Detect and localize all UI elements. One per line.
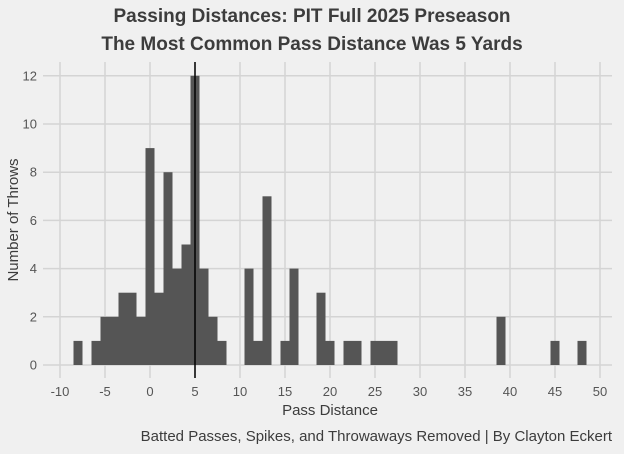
histogram-bar [136, 316, 146, 365]
histogram-bar [343, 340, 353, 365]
x-tick-label: 35 [458, 384, 472, 399]
histogram-bar [181, 244, 191, 365]
histogram-bar [91, 340, 101, 365]
histogram-bar [118, 292, 128, 365]
y-tick-label: 2 [30, 309, 37, 324]
x-tick-label: 10 [233, 384, 247, 399]
x-tick-label: 15 [278, 384, 292, 399]
histogram-bar [262, 196, 272, 365]
histogram-bar [577, 340, 587, 365]
histogram-bar [370, 340, 380, 365]
x-tick-label: -10 [51, 384, 70, 399]
histogram-bar [208, 316, 218, 365]
histogram-bar [172, 268, 182, 365]
histogram-bar [163, 172, 173, 365]
histogram-bar [496, 316, 506, 365]
chart-subtitle: The Most Common Pass Distance Was 5 Yard… [101, 34, 523, 55]
chart-caption: Batted Passes, Spikes, and Throwaways Re… [140, 428, 612, 445]
x-tick-label: 45 [548, 384, 562, 399]
y-tick-label: 10 [23, 117, 37, 132]
x-tick-label: -5 [99, 384, 111, 399]
chart-title: Passing Distances: PIT Full 2025 Preseas… [113, 6, 511, 27]
histogram-bar [325, 340, 335, 365]
histogram-bar [244, 268, 254, 365]
y-tick-label: 12 [23, 68, 37, 83]
histogram-bar [289, 268, 299, 365]
histogram-bar [73, 340, 83, 365]
histogram-bar [217, 340, 227, 365]
histogram-bar [109, 316, 119, 365]
x-tick-label: 25 [368, 384, 382, 399]
histogram-bar [316, 292, 326, 365]
histogram-bar [154, 292, 164, 365]
histogram-bar [253, 340, 263, 365]
x-tick-label: 0 [146, 384, 153, 399]
y-axis-label: Number of Throws [5, 158, 22, 281]
y-tick-label: 6 [30, 213, 37, 228]
histogram-bar [379, 340, 389, 365]
histogram-bar [352, 340, 362, 365]
histogram-bar [100, 316, 110, 365]
histogram-bar [127, 292, 137, 365]
y-tick-label: 0 [30, 358, 37, 373]
histogram-bar [550, 340, 560, 365]
x-tick-label: 30 [413, 384, 427, 399]
histogram-bar [199, 268, 209, 365]
x-tick-label: 50 [593, 384, 607, 399]
histogram-bar [388, 340, 398, 365]
x-tick-label: 20 [323, 384, 337, 399]
x-tick-label: 5 [191, 384, 198, 399]
x-tick-label: 40 [503, 384, 517, 399]
y-tick-label: 8 [30, 165, 37, 180]
y-tick-label: 4 [30, 261, 37, 276]
histogram-bar [145, 148, 155, 365]
x-axis-label: Pass Distance [282, 402, 378, 419]
histogram-bar [280, 340, 290, 365]
